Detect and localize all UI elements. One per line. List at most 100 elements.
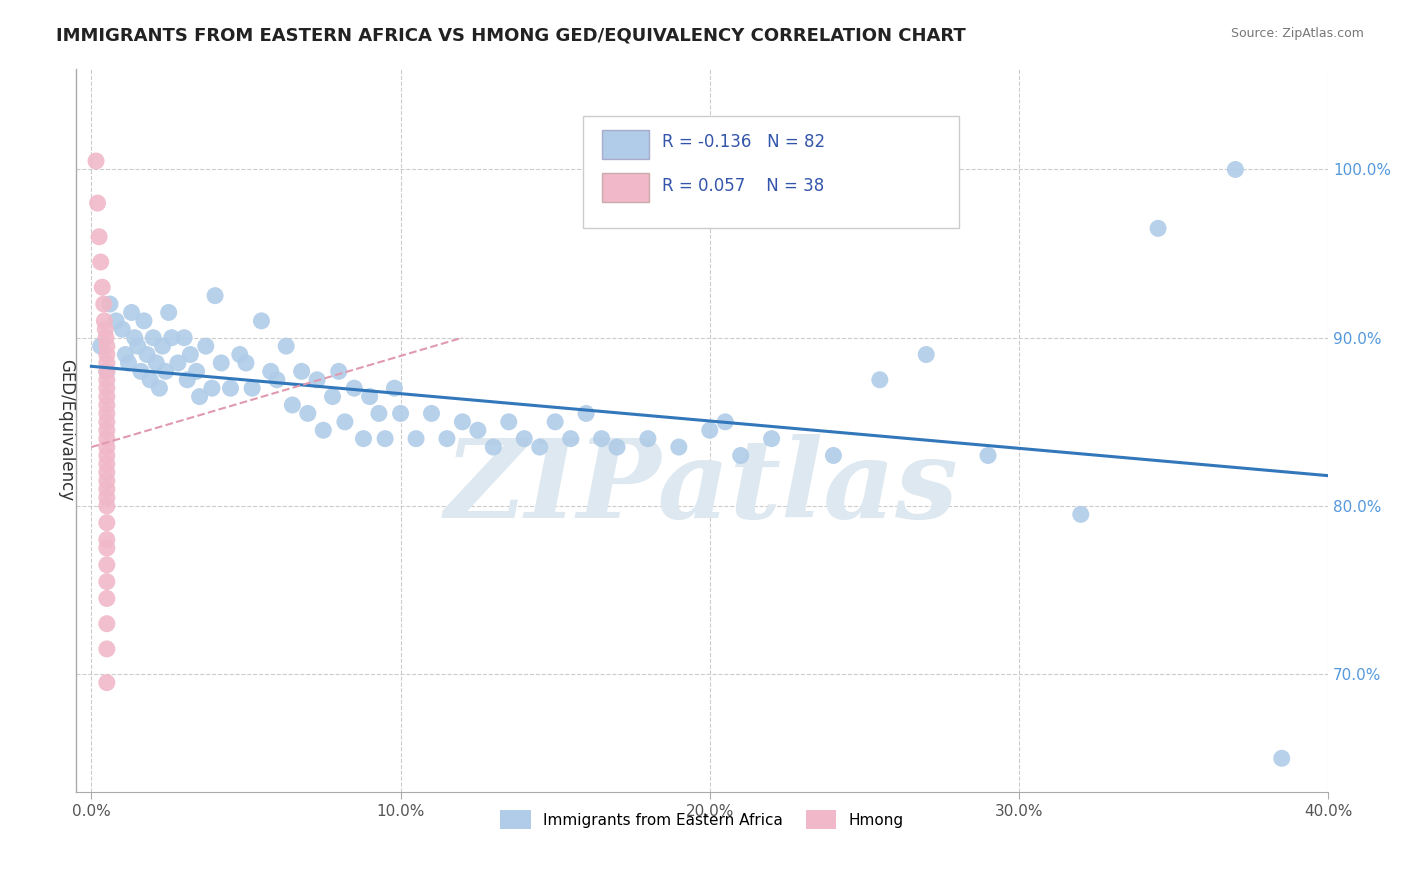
Point bbox=[219, 381, 242, 395]
Point bbox=[87, 229, 110, 244]
Point bbox=[209, 356, 232, 370]
Point bbox=[124, 331, 146, 345]
Point bbox=[96, 591, 118, 606]
Point bbox=[96, 558, 118, 572]
Point bbox=[1070, 508, 1092, 522]
Point bbox=[96, 373, 118, 387]
Point bbox=[96, 390, 118, 404]
Point bbox=[668, 440, 690, 454]
Point bbox=[173, 331, 195, 345]
Point bbox=[312, 423, 335, 437]
Point bbox=[96, 406, 118, 420]
Point bbox=[353, 432, 375, 446]
Point bbox=[152, 339, 174, 353]
Point bbox=[96, 541, 118, 555]
Point bbox=[179, 347, 201, 361]
Point bbox=[94, 331, 117, 345]
Point bbox=[96, 574, 118, 589]
Point bbox=[1271, 751, 1294, 765]
Point bbox=[368, 406, 391, 420]
Point bbox=[544, 415, 567, 429]
Point bbox=[204, 288, 226, 302]
Point bbox=[132, 314, 155, 328]
Point bbox=[155, 364, 177, 378]
Point bbox=[96, 398, 118, 412]
Point bbox=[96, 533, 118, 547]
Point bbox=[96, 474, 118, 488]
Text: R = -0.136   N = 82: R = -0.136 N = 82 bbox=[662, 133, 825, 152]
Text: IMMIGRANTS FROM EASTERN AFRICA VS HMONG GED/EQUIVALENCY CORRELATION CHART: IMMIGRANTS FROM EASTERN AFRICA VS HMONG … bbox=[56, 27, 966, 45]
Point bbox=[96, 347, 118, 361]
Text: Source: ZipAtlas.com: Source: ZipAtlas.com bbox=[1230, 27, 1364, 40]
Point bbox=[560, 432, 582, 446]
Point bbox=[96, 616, 118, 631]
Point bbox=[389, 406, 412, 420]
Point bbox=[96, 415, 118, 429]
Point bbox=[384, 381, 406, 395]
Point bbox=[235, 356, 257, 370]
Point bbox=[482, 440, 505, 454]
Point bbox=[194, 339, 217, 353]
Point bbox=[307, 373, 329, 387]
Point bbox=[405, 432, 427, 446]
Point bbox=[98, 297, 121, 311]
Point bbox=[915, 347, 938, 361]
Point bbox=[167, 356, 190, 370]
Point bbox=[114, 347, 136, 361]
Legend: Immigrants from Eastern Africa, Hmong: Immigrants from Eastern Africa, Hmong bbox=[494, 804, 910, 835]
Point bbox=[869, 373, 891, 387]
Point bbox=[436, 432, 458, 446]
Point bbox=[374, 432, 396, 446]
Point bbox=[591, 432, 613, 446]
Point bbox=[420, 406, 443, 420]
Point bbox=[1225, 162, 1247, 177]
Point bbox=[513, 432, 536, 446]
Point bbox=[93, 297, 115, 311]
Point bbox=[96, 440, 118, 454]
Point bbox=[761, 432, 783, 446]
Point bbox=[201, 381, 224, 395]
Point bbox=[276, 339, 298, 353]
Point bbox=[96, 364, 118, 378]
Point bbox=[823, 449, 845, 463]
Point bbox=[148, 381, 170, 395]
FancyBboxPatch shape bbox=[602, 173, 650, 202]
Text: R = 0.057    N = 38: R = 0.057 N = 38 bbox=[662, 177, 824, 194]
Point bbox=[96, 499, 118, 513]
Point bbox=[127, 339, 149, 353]
Point bbox=[96, 364, 118, 378]
Point bbox=[96, 381, 118, 395]
Point bbox=[176, 373, 198, 387]
Point bbox=[145, 356, 167, 370]
Point bbox=[96, 642, 118, 657]
Point bbox=[333, 415, 356, 429]
Point bbox=[328, 364, 350, 378]
Text: ZIPatlas: ZIPatlas bbox=[446, 434, 959, 541]
FancyBboxPatch shape bbox=[583, 116, 959, 227]
Point bbox=[637, 432, 659, 446]
Point bbox=[606, 440, 628, 454]
Point bbox=[359, 390, 381, 404]
Point bbox=[91, 280, 114, 294]
Point bbox=[291, 364, 314, 378]
Point bbox=[96, 339, 118, 353]
Point bbox=[111, 322, 134, 336]
Point bbox=[96, 356, 118, 370]
Point bbox=[297, 406, 319, 420]
Point bbox=[96, 465, 118, 479]
Point bbox=[84, 154, 107, 169]
Point bbox=[139, 373, 162, 387]
Point bbox=[94, 322, 117, 336]
Point bbox=[96, 449, 118, 463]
Point bbox=[96, 675, 118, 690]
Point bbox=[188, 390, 211, 404]
FancyBboxPatch shape bbox=[602, 130, 650, 159]
Point bbox=[260, 364, 283, 378]
Point bbox=[86, 196, 108, 211]
Point bbox=[96, 457, 118, 471]
Point bbox=[498, 415, 520, 429]
Y-axis label: GED/Equivalency: GED/Equivalency bbox=[58, 359, 75, 501]
Point bbox=[1147, 221, 1170, 235]
Point bbox=[250, 314, 273, 328]
Point bbox=[96, 516, 118, 530]
